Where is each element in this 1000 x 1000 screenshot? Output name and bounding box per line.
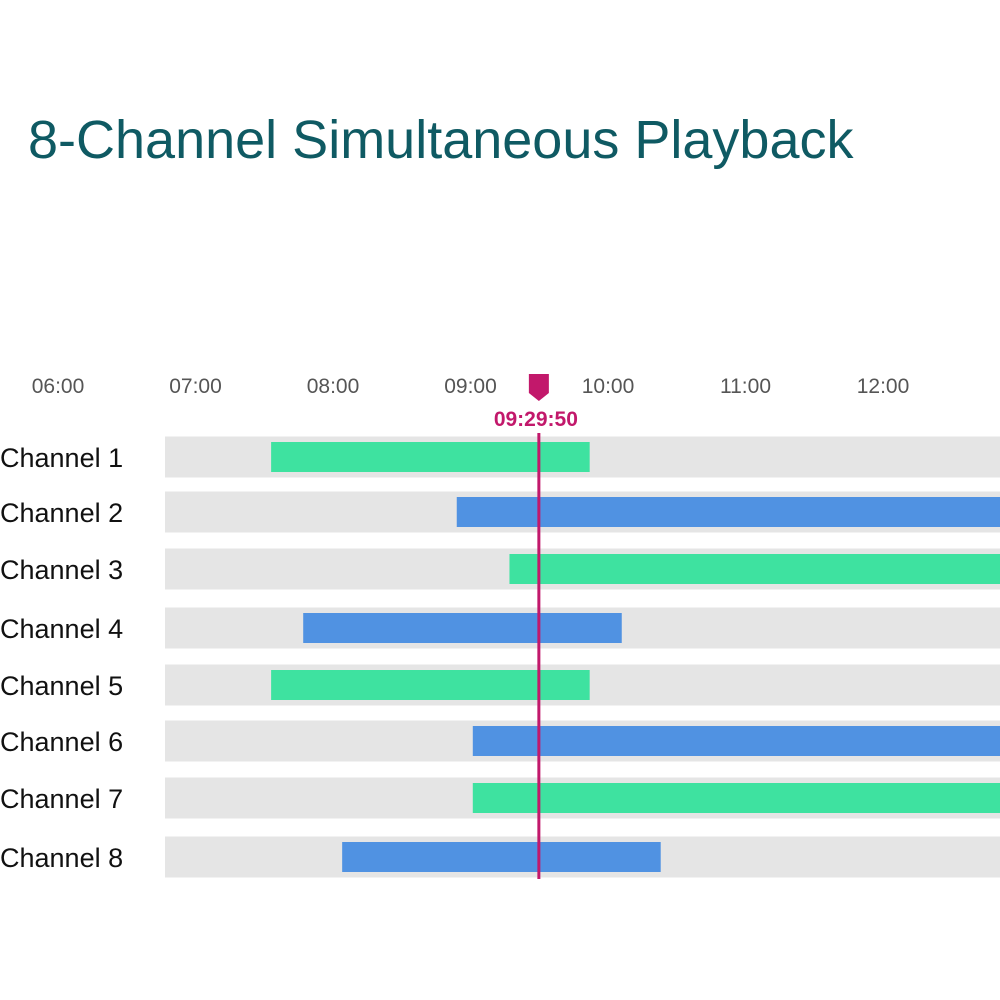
recording-bar[interactable] — [472, 783, 1000, 813]
channel-rows: Channel 1 Channel 2 Channel 3 Channel 4 Chan… — [0, 436, 1000, 878]
time-axis: 06:00 07:00 08:00 09:00 10:00 11:00 12:00 — [32, 375, 910, 398]
time-tick-label: 09:00 — [444, 375, 497, 398]
page-title: 8-Channel Simultaneous Playback — [28, 110, 854, 170]
time-tick-label: 10:00 — [582, 375, 635, 398]
recording-bar[interactable] — [271, 442, 590, 472]
recording-bar[interactable] — [456, 497, 1000, 527]
channel-label: Channel 4 — [0, 614, 123, 644]
recording-bar[interactable] — [271, 670, 590, 700]
channel-row: Channel 2 — [0, 491, 1000, 533]
recording-bar[interactable] — [342, 842, 661, 872]
time-tick-label: 06:00 — [32, 375, 85, 398]
recording-bar[interactable] — [303, 613, 622, 643]
channel-row: Channel 5 — [0, 664, 1000, 706]
recording-bar[interactable] — [472, 726, 1000, 756]
channel-label: Channel 7 — [0, 784, 123, 814]
channel-label: Channel 6 — [0, 727, 123, 757]
channel-label: Channel 1 — [0, 443, 123, 473]
channel-label: Channel 5 — [0, 671, 123, 701]
channel-label: Channel 2 — [0, 498, 123, 528]
time-tick-label: 11:00 — [720, 375, 771, 398]
time-tick-label: 12:00 — [857, 375, 910, 398]
playhead-time-label: 09:29:50 — [494, 408, 578, 431]
channel-row: Channel 3 — [0, 548, 1000, 590]
playhead-marker-icon[interactable] — [528, 374, 549, 401]
channel-row: Channel 6 — [0, 720, 1000, 762]
channel-label: Channel 8 — [0, 843, 123, 873]
channel-label: Channel 3 — [0, 555, 123, 585]
channel-row: Channel 7 — [0, 777, 1000, 819]
time-tick-label: 07:00 — [169, 375, 222, 398]
time-tick-label: 08:00 — [307, 375, 360, 398]
recording-bar[interactable] — [509, 554, 1000, 584]
channel-row: Channel 8 — [0, 836, 1000, 878]
playhead[interactable]: 09:29:50 — [494, 374, 578, 879]
channel-row: Channel 1 — [0, 436, 1000, 478]
channel-row: Channel 4 — [0, 607, 1000, 649]
